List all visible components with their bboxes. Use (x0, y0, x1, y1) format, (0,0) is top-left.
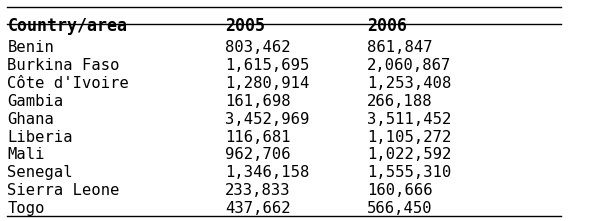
Text: 1,022,592: 1,022,592 (366, 147, 451, 162)
Text: 2,060,867: 2,060,867 (366, 58, 451, 73)
Text: Côte d'Ivoire: Côte d'Ivoire (7, 76, 129, 91)
Text: 1,280,914: 1,280,914 (226, 76, 310, 91)
Text: 233,833: 233,833 (226, 183, 291, 198)
Text: 962,706: 962,706 (226, 147, 291, 162)
Text: 116,681: 116,681 (226, 130, 291, 145)
Text: Liberia: Liberia (7, 130, 73, 145)
Text: 2006: 2006 (366, 17, 407, 35)
Text: 161,698: 161,698 (226, 94, 291, 109)
Text: 1,555,310: 1,555,310 (366, 165, 451, 180)
Text: Burkina Faso: Burkina Faso (7, 58, 120, 73)
Text: 566,450: 566,450 (366, 201, 432, 216)
Text: 1,253,408: 1,253,408 (366, 76, 451, 91)
Text: Togo: Togo (7, 201, 45, 216)
Text: Gambia: Gambia (7, 94, 63, 109)
Text: 266,188: 266,188 (366, 94, 432, 109)
Text: 3,511,452: 3,511,452 (366, 112, 451, 127)
Text: Mali: Mali (7, 147, 45, 162)
Text: 3,452,969: 3,452,969 (226, 112, 310, 127)
Text: Country/area: Country/area (7, 17, 127, 35)
Text: 861,847: 861,847 (366, 40, 432, 55)
Text: Benin: Benin (7, 40, 54, 55)
Text: 1,615,695: 1,615,695 (226, 58, 310, 73)
Text: 1,105,272: 1,105,272 (366, 130, 451, 145)
Text: Ghana: Ghana (7, 112, 54, 127)
Text: 160,666: 160,666 (366, 183, 432, 198)
Text: Sierra Leone: Sierra Leone (7, 183, 120, 198)
Text: 1,346,158: 1,346,158 (226, 165, 310, 180)
Text: 803,462: 803,462 (226, 40, 291, 55)
Text: 2005: 2005 (226, 17, 265, 35)
Text: Senegal: Senegal (7, 165, 73, 180)
Text: 437,662: 437,662 (226, 201, 291, 216)
